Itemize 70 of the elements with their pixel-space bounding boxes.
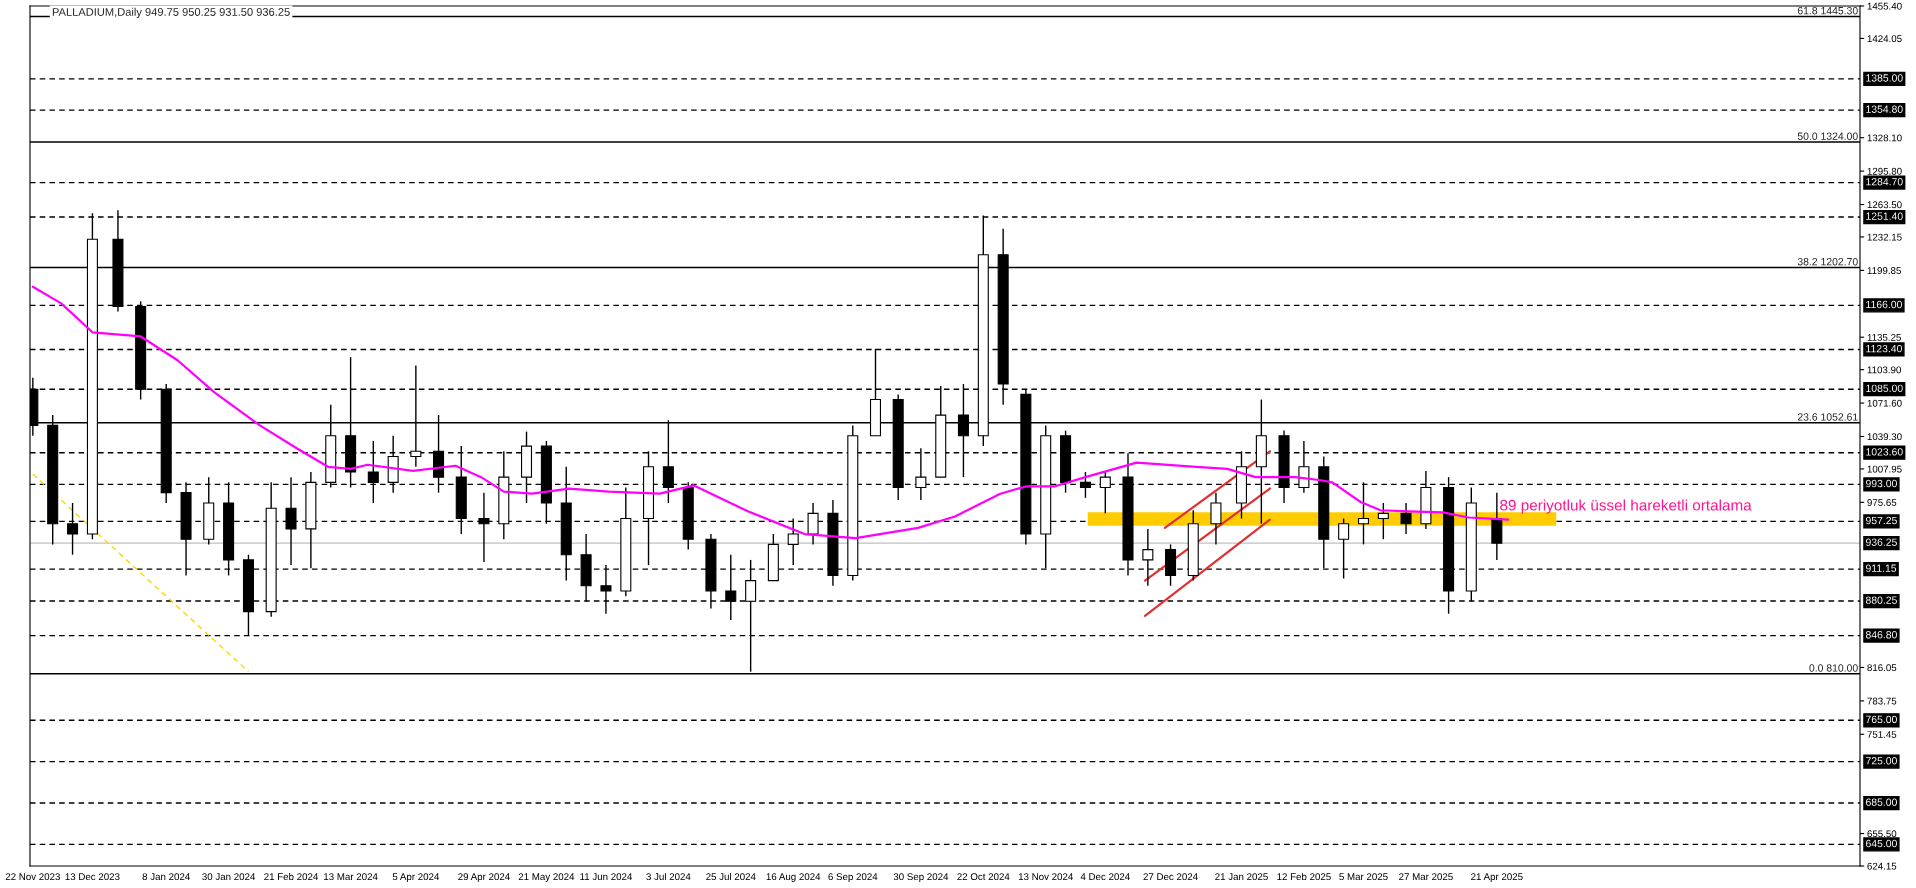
ref-line-label: 1023.60 [1866,448,1903,456]
x-tick-label: 13 Mar 2024 [324,873,378,881]
y-tick-label: 1328.10 [1867,134,1902,142]
x-tick-label: 8 Jan 2024 [142,873,190,881]
x-tick-label: 21 May 2024 [518,873,575,883]
ref-line-label: 38.2 1202.70 [1797,258,1858,266]
x-tick-label: 16 Aug 2024 [766,873,821,883]
ref-line-label: 1166.00 [1866,300,1902,309]
x-tick-label: 3 Jul 2024 [646,872,691,881]
y-tick-label: 783.75 [1867,697,1897,705]
annotation: 89 periyotluk üssel hareketli ortalama [1500,499,1752,514]
ref-line-label: 957.25 [1865,516,1897,525]
y-tick-label: 1263.50 [1867,201,1902,209]
ref-line-label: 50.0 1324.00 [1797,132,1858,140]
y-tick-label: 1039.30 [1867,433,1902,441]
ref-line-label: 993.00 [1865,479,1897,488]
x-tick-label: 22 Oct 2024 [957,873,1010,881]
x-tick-label: 30 Sep 2024 [893,873,949,883]
ref-line-label: 1284.70 [1866,178,1903,186]
x-tick-label: 5 Apr 2024 [392,873,440,883]
ref-line-label: 880.25 [1865,596,1897,604]
x-tick-label: 22 Nov 2023 [5,873,60,881]
ref-line-label: 936.25 [1865,538,1897,546]
ref-line-label: 1385.00 [1866,74,1903,82]
ref-line-label: 1354.80 [1866,105,1903,113]
x-tick-label: 12 Feb 2025 [1277,872,1331,881]
y-tick-label: 655.50 [1867,830,1897,838]
y-tick-label: 1232.15 [1867,233,1902,241]
ref-line-label: 685.00 [1866,798,1897,806]
ref-line-label: 61.8 1445.30 [1797,7,1858,15]
x-tick-label: 13 Nov 2024 [1018,873,1074,881]
y-tick-label: 1295.80 [1867,167,1902,175]
ref-line-label: 765.00 [1866,715,1897,724]
ref-line-label: 1123.40 [1866,344,1902,353]
candlestick [1210,491,1222,546]
y-tick-label: 1071.60 [1867,399,1902,407]
x-tick-label: 27 Dec 2024 [1143,873,1198,881]
ref-line-label: 0.0 810.00 [1809,664,1858,672]
x-tick-label: 21 Apr 2025 [1471,873,1523,883]
y-tick-label: 1135.25 [1867,333,1901,341]
x-tick-label: 25 Jul 2024 [706,872,756,881]
y-tick-label: 624.15 [1867,862,1897,870]
ref-line-label: 1251.40 [1866,212,1903,220]
x-tick-label: 30 Jan 2024 [202,873,256,881]
ref-line-label: 725.00 [1866,757,1897,765]
x-tick-label: 4 Dec 2024 [1080,873,1130,881]
y-tick-label: 816.05 [1867,664,1897,672]
x-tick-label: 13 Dec 2023 [65,873,120,881]
x-tick-label: 6 Sep 2024 [828,873,878,883]
y-tick-label: 1455.40 [1867,2,1902,10]
ref-line-label: 23.6 1052.61 [1797,413,1858,421]
y-tick-label: 751.45 [1867,731,1897,738]
candlestick [1400,502,1412,535]
ref-line-label: 846.80 [1865,631,1897,639]
x-tick-label: 29 Apr 2024 [458,873,510,883]
x-tick-label: 27 Mar 2025 [1399,873,1453,881]
x-tick-label: 11 Jun 2024 [580,873,633,881]
x-tick-label: 5 Mar 2025 [1339,873,1388,881]
ref-line-label: 1085.00 [1866,384,1903,393]
x-tick-label: 21 Feb 2024 [264,872,319,881]
ref-line-label: 645.00 [1866,839,1897,848]
ref-line-label: 911.15 [1865,564,1897,572]
y-tick-label: 1103.90 [1867,366,1901,374]
y-tick-label: 1007.95 [1867,465,1902,473]
candlestick [1377,502,1389,540]
y-tick-label: 975.65 [1867,499,1897,506]
y-tick-label: 1199.85 [1867,267,1901,275]
chart-title: PALLADIUM,Daily 949.75 950.25 931.50 936.25 [52,7,290,19]
y-tick-label: 1424.05 [1867,35,1902,43]
x-tick-label: 21 Jan 2025 [1215,873,1268,881]
